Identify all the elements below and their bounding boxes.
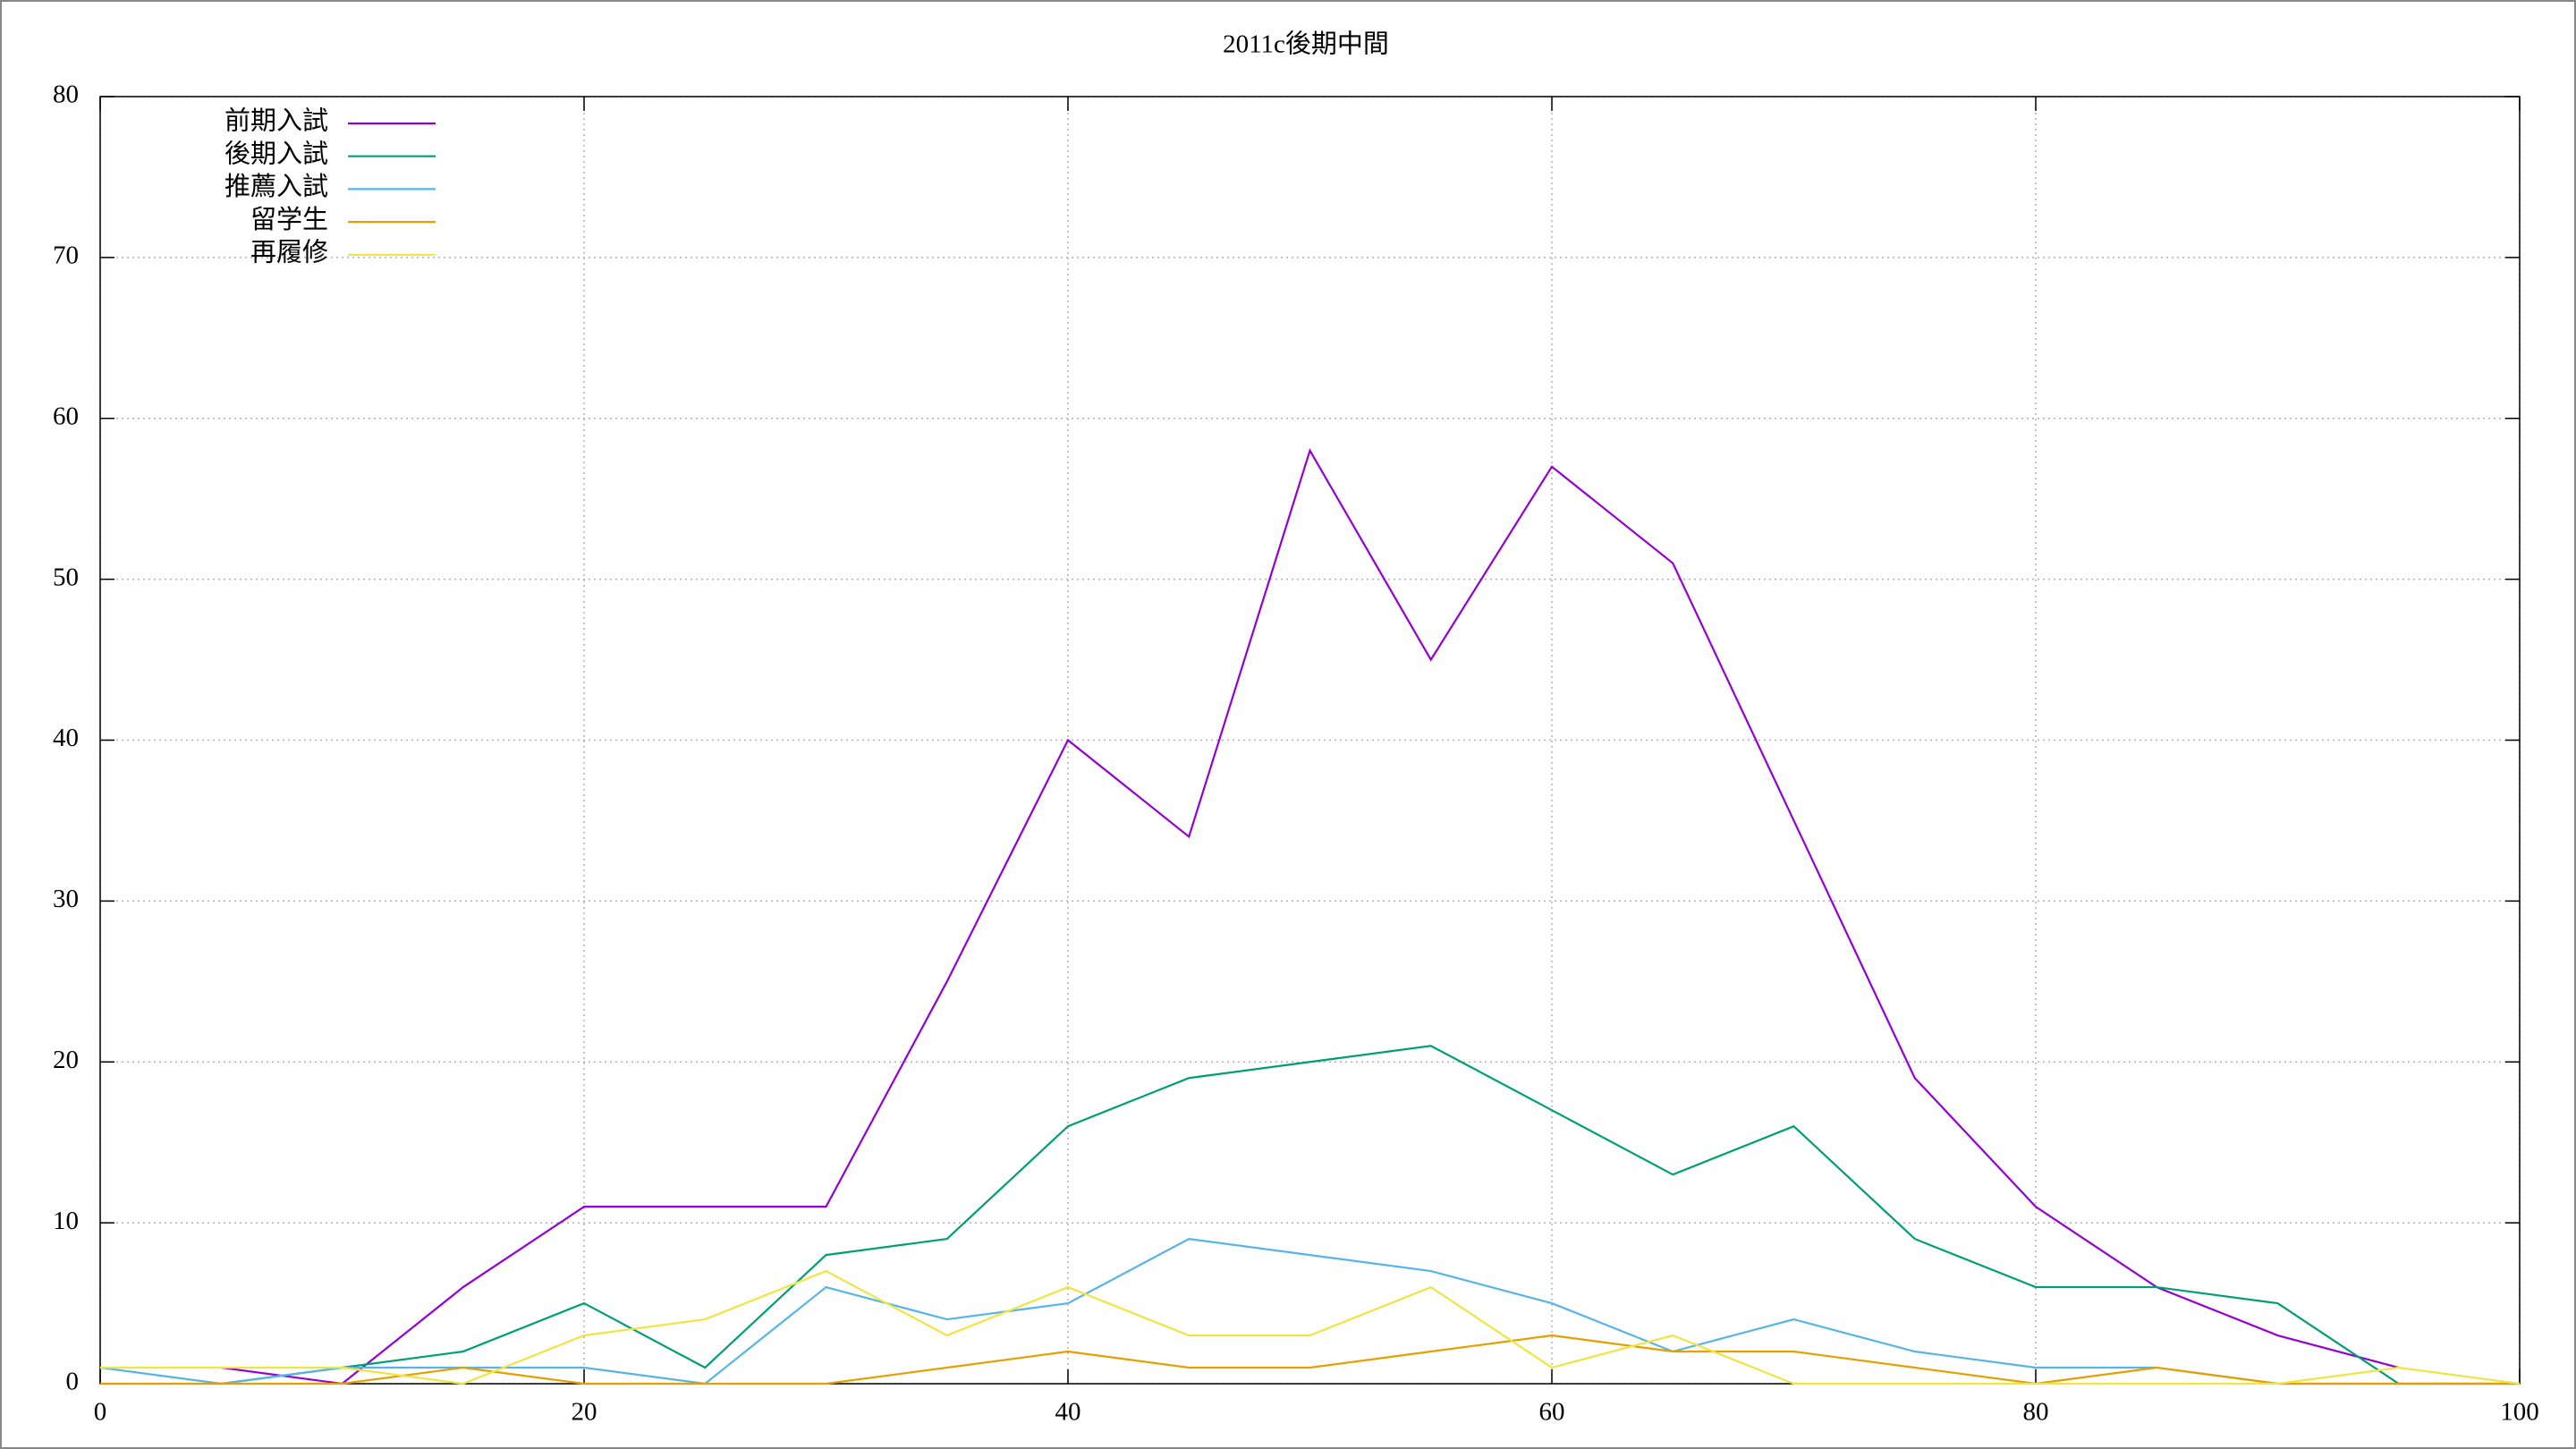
legend-label: 後期入試 — [225, 139, 328, 168]
x-tick-label: 20 — [572, 1398, 597, 1427]
x-tick-label: 100 — [2500, 1398, 2539, 1427]
y-tick-label: 30 — [53, 885, 79, 913]
x-tick-label: 80 — [2023, 1398, 2049, 1427]
y-tick-label: 0 — [66, 1368, 80, 1396]
series-line — [221, 1045, 2520, 1385]
y-tick-label: 50 — [53, 563, 79, 591]
legend-label: 留学生 — [250, 205, 328, 234]
chart-title: 2011c後期中間 — [1223, 30, 1389, 59]
series-line — [221, 448, 2400, 1385]
series-line — [100, 1269, 2521, 1385]
y-tick-label: 20 — [53, 1046, 79, 1074]
plot-border — [99, 96, 2521, 1385]
legend-label: 再履修 — [250, 237, 328, 267]
x-tick-label: 60 — [1539, 1398, 1565, 1427]
y-tick-label: 60 — [53, 402, 79, 430]
y-tick-label: 10 — [53, 1207, 79, 1235]
y-tick-label: 70 — [53, 242, 79, 270]
y-tick-label: 80 — [53, 80, 79, 109]
x-tick-label: 40 — [1055, 1398, 1081, 1427]
series-line — [100, 1334, 2520, 1385]
y-tick-label: 40 — [53, 724, 79, 752]
x-tick-label: 0 — [94, 1398, 107, 1427]
legend-label: 推薦入試 — [225, 172, 328, 201]
legend-label: 前期入試 — [225, 106, 328, 136]
